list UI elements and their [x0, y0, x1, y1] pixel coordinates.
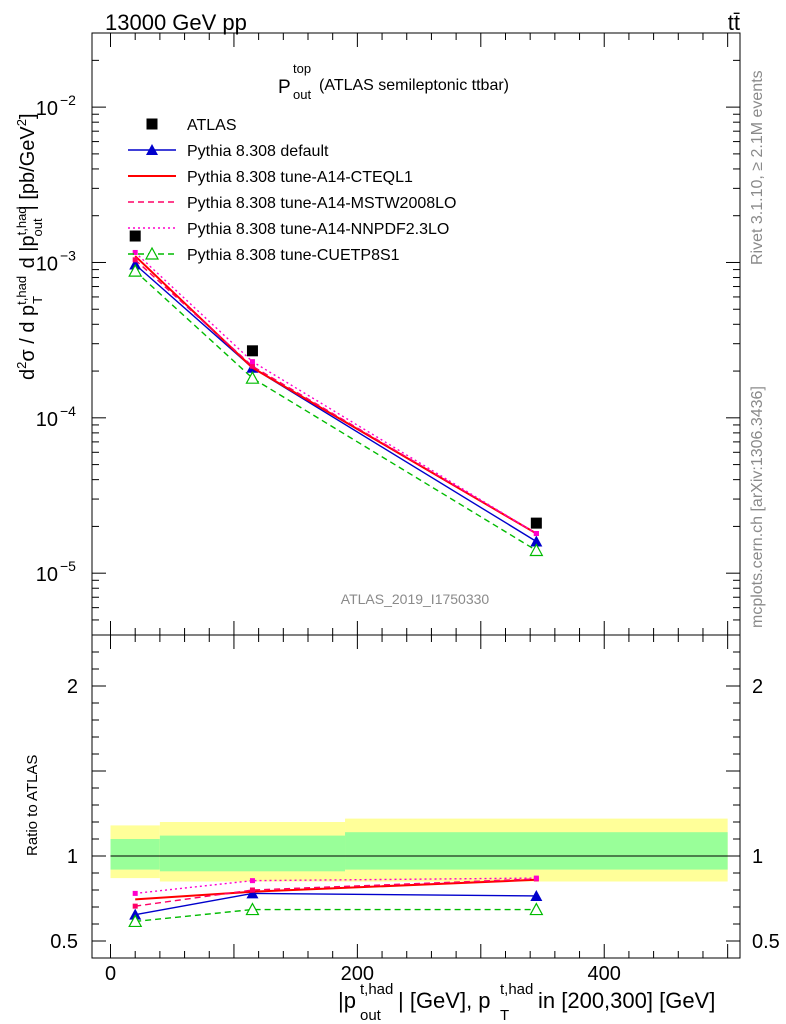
- x-tick-label: 0: [105, 963, 116, 985]
- data-point: [530, 535, 543, 547]
- lower-panel: 2 2 1 1 0.5 0.5 0 200 400: [50, 634, 780, 985]
- legend-label: Pythia 8.308 tune-A14-NNPDF2.3LO: [187, 221, 449, 238]
- ratio-line: [135, 908, 537, 923]
- y-tick-label-exp: −4: [60, 403, 76, 419]
- lower-frame: [91, 634, 741, 959]
- stat-band-green: [345, 832, 728, 870]
- y-tick-label: 10: [36, 253, 58, 275]
- series-line: [134, 264, 537, 543]
- svg-text:|p: |p: [338, 988, 356, 1013]
- data-point: [129, 908, 142, 920]
- legend-label: Pythia 8.308 tune-A14-MSTW2008LO: [187, 195, 456, 212]
- data-point: [128, 914, 143, 928]
- data-point: [146, 118, 158, 130]
- data-point: [132, 903, 138, 909]
- y-tick-label: 10: [36, 564, 58, 586]
- data-point: [129, 230, 141, 242]
- y-tick-label-exp: −3: [60, 247, 76, 263]
- ratio-tick-label-left: 0.5: [50, 931, 78, 953]
- svg-text:in [200,300] [GeV]: in [200,300] [GeV]: [538, 988, 715, 1013]
- series-line: [134, 270, 537, 552]
- legend-label: ATLAS: [187, 117, 237, 134]
- svg-text:t,had: t,had: [500, 981, 533, 998]
- x-tick-label: 400: [588, 963, 621, 985]
- ratio-tick-label-right: 1: [752, 846, 763, 868]
- data-point: [246, 345, 258, 357]
- svg-text:| [GeV], p: | [GeV], p: [398, 988, 491, 1013]
- data-point: [128, 263, 143, 277]
- data-point: [249, 878, 255, 884]
- legend-label: Pythia 8.308 tune-A14-CTEQL1: [187, 169, 413, 186]
- ratio-tick-label-left: 1: [67, 846, 78, 868]
- data-point: [144, 246, 160, 260]
- series-line: [134, 255, 537, 535]
- ratio-tick-label-left: 2: [67, 676, 78, 698]
- y-tick-label-exp: −2: [60, 92, 76, 108]
- upper-ylabel: d2σ / d pt,hadT d |pt,hadout| [pb/GeV2]: [14, 113, 45, 380]
- svg-text:T: T: [500, 1007, 509, 1024]
- mcplots-label: mcplots.cern.ch [arXiv:1306.3436]: [749, 386, 766, 628]
- data-point: [132, 257, 138, 263]
- plot-title: P top out (ATLAS semileptonic ttbar): [278, 61, 509, 102]
- rivet-label: Rivet 3.1.10, ≥ 2.1M events: [749, 70, 766, 265]
- title-main: P: [278, 77, 291, 98]
- title-sub: out: [293, 87, 311, 102]
- data-point: [249, 363, 255, 369]
- svg-text:out: out: [360, 1007, 382, 1024]
- y-tick-label: 10: [36, 409, 58, 431]
- stat-band-green: [110, 839, 160, 870]
- svg-text:t,had: t,had: [360, 981, 393, 998]
- legend-label: Pythia 8.308 default: [187, 143, 329, 160]
- stat-band-green: [159, 835, 346, 872]
- data-point: [249, 359, 255, 365]
- y-tick-label-exp: −5: [60, 558, 76, 574]
- process-label: tt̄: [728, 10, 740, 35]
- ratio-tick-label-right: 0.5: [752, 931, 780, 953]
- ratio-line: [135, 878, 537, 901]
- watermark: ATLAS_2019_I1750330: [341, 591, 490, 607]
- x-axis-label: |p t,had out | [GeV], p t,had T in [200,…: [338, 981, 715, 1024]
- x-tick-label: 200: [341, 963, 374, 985]
- y-tick-label: 10: [36, 98, 58, 120]
- title-rest: (ATLAS semileptonic ttbar): [319, 77, 509, 94]
- data-point: [132, 890, 138, 896]
- ratio-line: [135, 892, 537, 916]
- energy-label: 13000 GeV pp: [105, 10, 247, 35]
- upper-panel: 10−210−310−410−5: [36, 32, 741, 636]
- data-point: [245, 370, 260, 384]
- data-point: [530, 517, 542, 529]
- data-point: [530, 889, 543, 901]
- data-point: [246, 887, 259, 899]
- data-point: [132, 249, 138, 255]
- legend: ATLAS Pythia 8.308 default Pythia 8.308 tu…: [128, 117, 456, 264]
- lower-ylabel: Ratio to ATLAS: [24, 755, 41, 856]
- svg-text:P: P: [278, 77, 291, 98]
- data-point: [146, 144, 158, 155]
- data-point: [245, 902, 260, 916]
- data-point: [529, 902, 544, 916]
- legend-label: Pythia 8.308 tune-CUETP8S1: [187, 247, 400, 264]
- data-point: [533, 531, 539, 537]
- data-point: [529, 543, 544, 557]
- series-line: [134, 251, 537, 535]
- ratio-tick-label-right: 2: [752, 676, 763, 698]
- series-line: [134, 259, 537, 535]
- data-point: [249, 887, 255, 893]
- data-point: [533, 875, 539, 881]
- title-sup: top: [293, 61, 311, 76]
